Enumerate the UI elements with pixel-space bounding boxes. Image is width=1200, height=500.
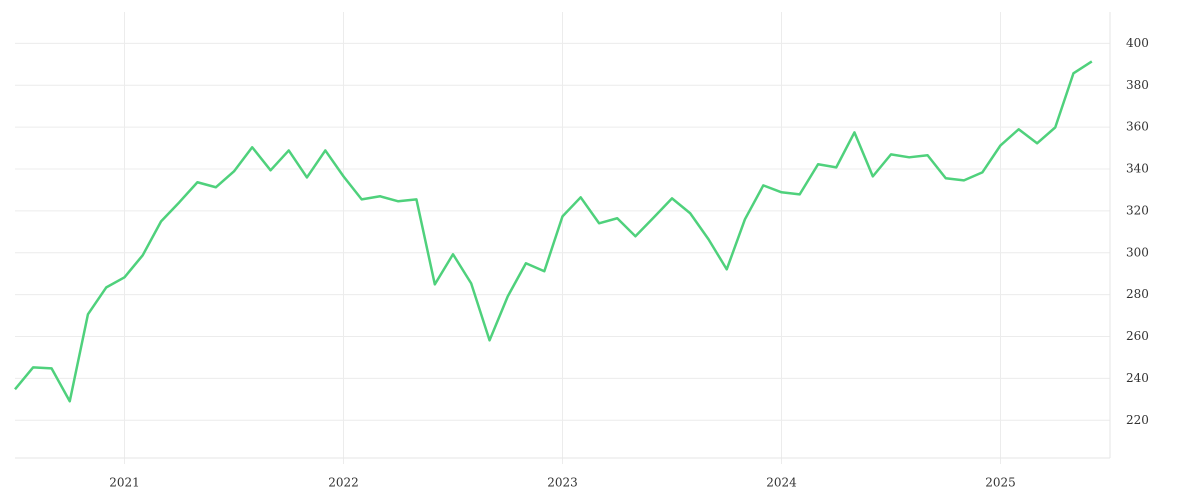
- y-tick-label: 360: [1126, 120, 1149, 134]
- y-tick-label: 320: [1126, 203, 1149, 217]
- x-tick-label: 2024: [766, 476, 797, 490]
- y-tick-label: 240: [1126, 371, 1149, 385]
- y-tick-label: 300: [1126, 245, 1149, 259]
- y-tick-label: 260: [1126, 329, 1149, 343]
- y-tick-label: 280: [1126, 287, 1149, 301]
- y-tick-label: 400: [1126, 36, 1149, 50]
- line: [14, 60, 1093, 403]
- x-tick-label: 2022: [328, 476, 359, 490]
- y-tick-label: 380: [1126, 78, 1149, 92]
- x-tick-label: 2023: [547, 476, 578, 490]
- x-tick-label: 2025: [985, 476, 1016, 490]
- y-tick-label: 340: [1126, 162, 1149, 176]
- y-tick-label: 220: [1126, 413, 1149, 427]
- x-tick-label: 2021: [109, 476, 140, 490]
